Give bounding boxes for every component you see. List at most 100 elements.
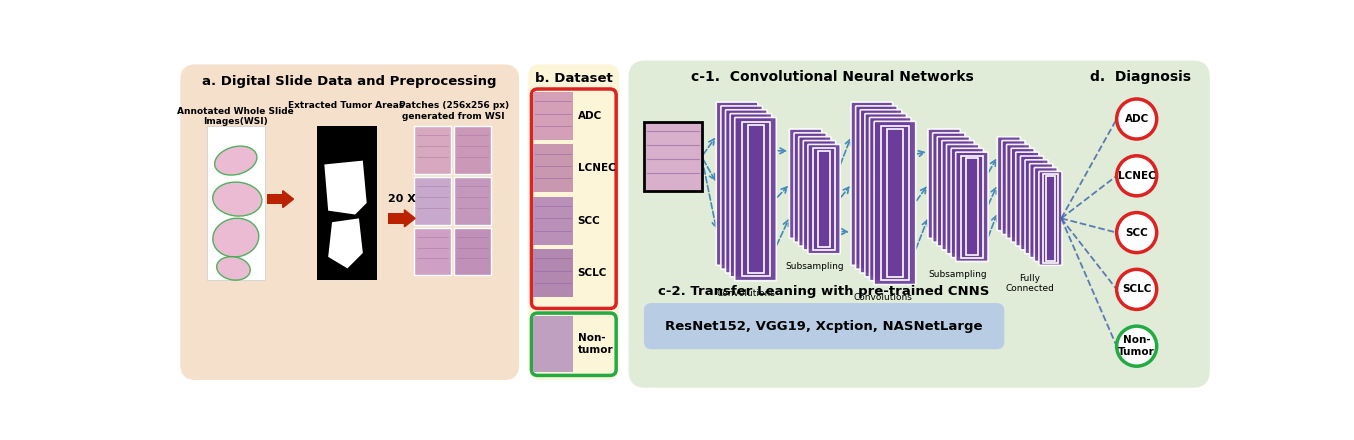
Bar (454, 227, 490, 275)
Text: c-2. Transfer Leaning with pre-trained CNNS: c-2. Transfer Leaning with pre-trained C… (658, 285, 990, 298)
FancyBboxPatch shape (180, 64, 519, 380)
Text: Patches (256x256 px)
generated from WSI: Patches (256x256 px) generated from WSI (398, 101, 509, 121)
Polygon shape (328, 218, 363, 268)
Text: SCC: SCC (1125, 227, 1148, 238)
FancyBboxPatch shape (927, 129, 960, 238)
FancyBboxPatch shape (1006, 144, 1029, 238)
Bar (881, 126, 909, 280)
FancyBboxPatch shape (869, 117, 911, 281)
Circle shape (1117, 99, 1156, 139)
Bar (533, 92, 573, 140)
Text: d.  Diagnosis: d. Diagnosis (1090, 70, 1190, 84)
FancyBboxPatch shape (1021, 156, 1044, 250)
Bar (317, 126, 376, 280)
Circle shape (1117, 213, 1156, 253)
Text: Convolutions: Convolutions (854, 293, 913, 302)
Polygon shape (283, 191, 294, 208)
Text: Annotated Whole Slide
Images(WSI): Annotated Whole Slide Images(WSI) (177, 106, 294, 126)
Ellipse shape (213, 218, 259, 257)
Bar (818, 151, 830, 247)
FancyBboxPatch shape (956, 152, 988, 261)
FancyBboxPatch shape (1016, 152, 1039, 246)
FancyBboxPatch shape (1039, 172, 1062, 265)
Text: Subsampling: Subsampling (785, 262, 844, 271)
FancyBboxPatch shape (628, 60, 1210, 388)
FancyBboxPatch shape (860, 110, 902, 273)
Bar (742, 122, 769, 276)
FancyBboxPatch shape (1002, 141, 1025, 235)
Bar (454, 177, 490, 224)
Text: SCLC: SCLC (578, 268, 607, 278)
Ellipse shape (217, 257, 250, 280)
Ellipse shape (215, 146, 257, 175)
Text: Extracted Tumor Areas: Extracted Tumor Areas (288, 101, 403, 110)
Polygon shape (325, 161, 367, 214)
FancyBboxPatch shape (726, 110, 768, 273)
FancyBboxPatch shape (937, 137, 969, 246)
Bar (454, 126, 490, 174)
Text: a. Digital Slide Data and Preprocessing: a. Digital Slide Data and Preprocessing (203, 75, 497, 88)
FancyBboxPatch shape (942, 141, 975, 250)
Text: b. Dataset: b. Dataset (535, 72, 612, 85)
FancyBboxPatch shape (735, 117, 776, 281)
FancyBboxPatch shape (1034, 168, 1057, 261)
Text: LCNEC: LCNEC (1118, 171, 1155, 181)
Text: ResNet152, VGG19, Xcption, NASNetLarge: ResNet152, VGG19, Xcption, NASNetLarge (665, 319, 983, 333)
FancyBboxPatch shape (645, 303, 1005, 349)
Text: Convolutions: Convolutions (716, 289, 776, 298)
FancyBboxPatch shape (865, 114, 906, 277)
Bar (533, 249, 573, 297)
Bar (207, 126, 265, 280)
Bar (887, 129, 903, 277)
FancyBboxPatch shape (946, 144, 979, 254)
Text: LCNEC: LCNEC (578, 163, 616, 173)
Text: SCLC: SCLC (1122, 284, 1151, 294)
FancyBboxPatch shape (1011, 148, 1034, 242)
FancyBboxPatch shape (532, 313, 616, 375)
FancyBboxPatch shape (951, 148, 983, 257)
Polygon shape (405, 210, 416, 227)
FancyBboxPatch shape (803, 141, 835, 250)
FancyBboxPatch shape (998, 137, 1021, 231)
Bar (413, 227, 451, 275)
FancyBboxPatch shape (793, 133, 826, 242)
Bar (1047, 176, 1055, 260)
Bar (533, 144, 573, 192)
Bar (533, 197, 573, 245)
Bar (389, 213, 405, 224)
Text: Non-
Tumor: Non- Tumor (1118, 335, 1155, 357)
FancyBboxPatch shape (1025, 160, 1048, 254)
Text: c-1.  Convolutional Neural Networks: c-1. Convolutional Neural Networks (691, 70, 974, 84)
Bar (747, 125, 764, 273)
FancyBboxPatch shape (852, 102, 892, 265)
FancyBboxPatch shape (720, 106, 762, 269)
Circle shape (1117, 269, 1156, 309)
Bar (814, 148, 835, 250)
Bar (533, 316, 573, 372)
Text: 20 X: 20 X (389, 194, 416, 204)
Bar (961, 156, 983, 258)
Text: SCC: SCC (578, 216, 600, 226)
Text: ADC: ADC (1125, 114, 1148, 124)
FancyBboxPatch shape (716, 102, 758, 265)
FancyBboxPatch shape (789, 129, 822, 238)
Circle shape (1117, 326, 1156, 366)
Text: Fully
Connected: Fully Connected (1005, 274, 1053, 293)
Text: Subsampling: Subsampling (929, 270, 987, 279)
Text: Non-
tumor: Non- tumor (578, 334, 613, 355)
FancyBboxPatch shape (730, 114, 772, 277)
FancyBboxPatch shape (808, 144, 841, 254)
FancyBboxPatch shape (875, 121, 915, 285)
Bar (267, 194, 283, 205)
Circle shape (1117, 156, 1156, 196)
Bar (645, 122, 701, 191)
Bar (413, 177, 451, 224)
FancyBboxPatch shape (856, 106, 898, 269)
FancyBboxPatch shape (528, 64, 619, 380)
FancyBboxPatch shape (1029, 164, 1053, 257)
FancyBboxPatch shape (799, 137, 831, 246)
Bar (1043, 174, 1057, 263)
Text: ADC: ADC (578, 111, 603, 121)
FancyBboxPatch shape (933, 133, 965, 242)
Bar (413, 126, 451, 174)
